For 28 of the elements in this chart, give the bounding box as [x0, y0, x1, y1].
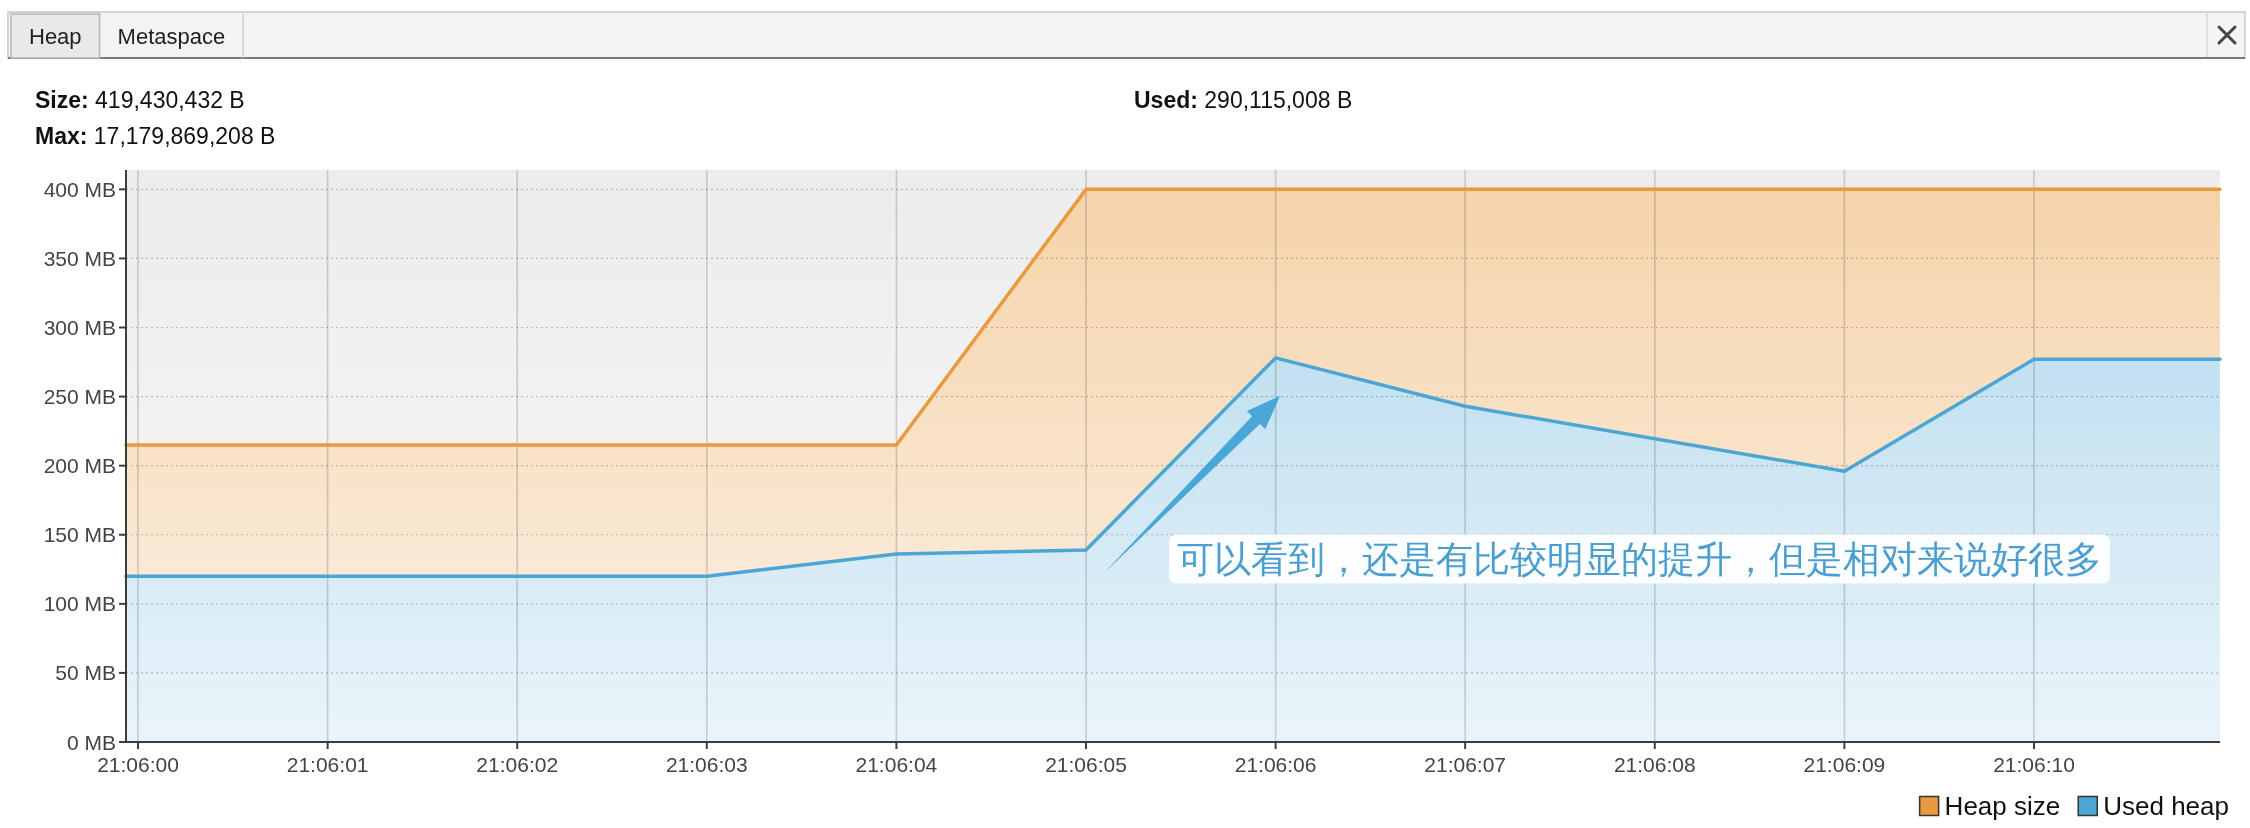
ytick: 150 MB — [43, 523, 116, 547]
ytick: 300 MB — [43, 316, 116, 339]
annotation: Used: 290,115,008 B — [1134, 87, 1353, 113]
annotation: 可以看到，还是有比较明显的提升，但是相对来说好很多 — [1177, 538, 2102, 580]
annotation: Max: 17,179,869,208 B — [35, 123, 276, 149]
ytick: 100 MB — [43, 592, 116, 616]
xtick: 21:06:02 — [476, 752, 559, 776]
title: Heap — [29, 23, 82, 49]
xtick: 21:06:05 — [1045, 752, 1127, 776]
legend-label: Heap size — [1944, 791, 2061, 821]
xtick: 21:06:08 — [1613, 752, 1696, 776]
ytick: 400 MB — [43, 177, 116, 201]
xtick: 21:06:10 — [1993, 752, 2075, 776]
annotation: Size: 419,430,432 B — [35, 87, 245, 113]
xtick: 21:06:04 — [855, 752, 938, 776]
ytick: 0 MB — [67, 730, 116, 754]
legend-label: Used heap — [2103, 791, 2229, 821]
xtick: 21:06:03 — [665, 752, 748, 776]
xtick: 21:06:06 — [1234, 752, 1317, 776]
xtick: 21:06:09 — [1803, 752, 1886, 776]
ytick: 350 MB — [43, 246, 116, 270]
xtick: 21:06:00 — [97, 752, 179, 776]
ytick: 50 MB — [55, 661, 116, 685]
annotation: Metaspace — [117, 23, 226, 49]
ytick: 200 MB — [43, 454, 116, 478]
xtick: 21:06:07 — [1424, 752, 1507, 776]
ytick: 250 MB — [43, 385, 116, 409]
xtick: 21:06:01 — [286, 752, 369, 776]
